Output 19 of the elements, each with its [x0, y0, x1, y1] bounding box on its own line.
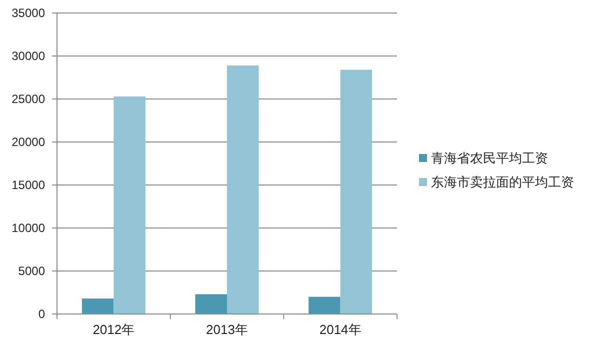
bar [308, 296, 340, 314]
x-tick-label: 2014年 [319, 322, 362, 337]
bar [114, 96, 146, 314]
y-tick-label: 15000 [12, 178, 46, 192]
legend-label: 青海省农民平均工资 [431, 150, 548, 166]
bar [340, 70, 372, 314]
y-tick-label: 25000 [12, 92, 46, 106]
y-tick-label: 30000 [12, 49, 46, 64]
bar [82, 298, 114, 314]
y-tick-label: 0 [38, 307, 46, 322]
y-tick-label: 10000 [12, 221, 46, 236]
x-tick-label: 2013年 [206, 322, 248, 337]
y-tick-label: 35000 [12, 6, 46, 20]
y-tick-label: 5000 [18, 264, 46, 278]
y-tick-label: 20000 [12, 135, 46, 150]
bar [195, 294, 227, 314]
x-tick-label: 2012年 [92, 322, 135, 337]
legend-label: 东海市卖拉面的平均工资 [431, 174, 574, 190]
bar [227, 65, 259, 314]
